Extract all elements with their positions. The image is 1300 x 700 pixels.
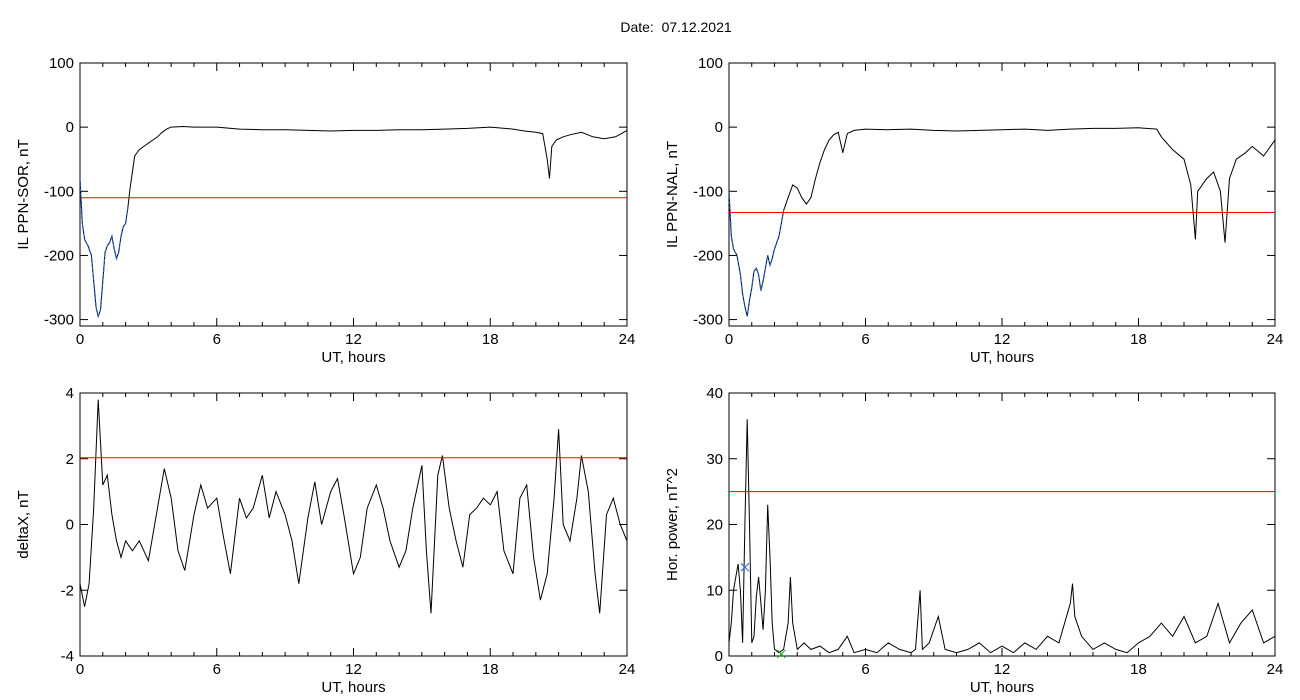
x-tick-label: 6 (213, 331, 221, 348)
x-tick-label: 0 (76, 331, 84, 348)
y-tick-label: -100 (693, 183, 723, 200)
y-axis-label: IL PPN-NAL, nT (664, 141, 681, 248)
x-tick-label: 12 (345, 331, 362, 348)
highlight-segment (80, 178, 129, 319)
x-axis-label: UT, hours (970, 679, 1034, 696)
y-tick-label: 0 (715, 648, 723, 665)
series-line (80, 399, 627, 614)
y-tick-label: 10 (706, 582, 723, 599)
y-axis-label: IL PPN-SOR, nT (15, 139, 32, 249)
y-tick-label: -200 (44, 247, 74, 264)
page-title: Date: 07.12.2021 (620, 19, 732, 35)
panel-bottom-left: 0 6 12 18 24 4 2 0 -2 -4 UT, hours deltaX, nT (15, 385, 635, 696)
x-tick-label: 18 (482, 661, 499, 678)
y-tick-label: -200 (693, 247, 723, 264)
y-tick-label: 100 (49, 55, 74, 72)
y-tick-label: 40 (706, 385, 723, 402)
panel-top-right: 0 6 12 18 24 100 0 -100 -200 -300 UT, hours IL PPN-… (664, 55, 1283, 366)
y-tick-label: -300 (44, 312, 74, 329)
y-tick-label: 2 (66, 451, 74, 468)
y-tick-label: -100 (44, 183, 74, 200)
x-axis-label: UT, hours (970, 349, 1034, 366)
x-axis-label: UT, hours (321, 679, 385, 696)
y-tick-label: 20 (706, 517, 723, 534)
y-tick-label: 0 (66, 119, 74, 136)
plot-frame (728, 392, 1276, 657)
y-tick-label: 100 (698, 55, 723, 72)
y-tick-label: -4 (61, 648, 74, 665)
y-tick-label: 30 (706, 451, 723, 468)
y-tick-label: 4 (66, 385, 74, 402)
y-tick-label: -300 (693, 312, 723, 329)
x-tick-label: 18 (1130, 331, 1147, 348)
panel-bottom-right: 0 6 12 18 24 40 30 20 10 0 UT, hours Hor. power, nT… (664, 385, 1283, 696)
x-tick-label: 24 (619, 331, 636, 348)
plot-frame (728, 62, 1276, 327)
x-tick-label: 0 (725, 331, 733, 348)
x-tick-label: 12 (345, 661, 362, 678)
y-axis-label: Hor. power, nT^2 (664, 468, 681, 581)
x-tick-label: 6 (213, 661, 221, 678)
marker-cross (740, 562, 750, 572)
x-tick-label: 18 (482, 331, 499, 348)
plot-frame (79, 392, 628, 657)
y-axis-label: deltaX, nT (15, 490, 32, 558)
x-axis-label: UT, hours (321, 349, 385, 366)
x-tick-label: 0 (76, 661, 84, 678)
x-tick-label: 18 (1130, 661, 1147, 678)
series-line (729, 127, 1275, 317)
y-tick-label: 0 (66, 517, 74, 534)
plot-frame (79, 62, 628, 327)
highlight-segment (729, 191, 785, 317)
x-tick-label: 24 (619, 661, 636, 678)
y-tick-label: -2 (61, 582, 74, 599)
x-tick-label: 24 (1267, 331, 1284, 348)
y-tick-label: 0 (715, 119, 723, 136)
x-tick-label: 6 (861, 661, 869, 678)
x-tick-label: 12 (994, 661, 1011, 678)
x-tick-label: 0 (725, 661, 733, 678)
series-line (80, 125, 627, 319)
x-tick-label: 6 (861, 331, 869, 348)
x-tick-label: 12 (994, 331, 1011, 348)
x-tick-label: 24 (1267, 661, 1284, 678)
marker-cross (776, 649, 786, 659)
panel-top-left: 0 6 12 18 24 100 0 -100 -200 -300 UT, hours IL PPN-… (15, 55, 635, 366)
series-line (729, 419, 1275, 654)
